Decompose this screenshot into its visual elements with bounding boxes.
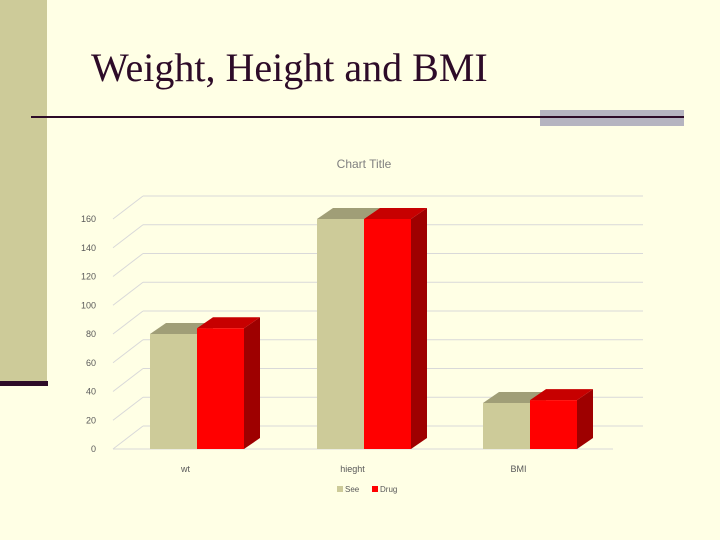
legend-swatch — [337, 486, 343, 492]
gridline-wall — [112, 253, 144, 277]
gridline-wall — [112, 396, 144, 421]
y-tick-label: 120 — [81, 272, 96, 282]
gridline-wall — [112, 224, 144, 249]
bar-side — [244, 317, 260, 449]
title-underline — [31, 116, 684, 118]
bar-drug-bmi — [530, 389, 593, 449]
title-underline-accent — [540, 110, 684, 126]
legend: See Drug — [337, 485, 397, 494]
bar-drug-hieght — [364, 208, 427, 449]
y-tick-label: 140 — [81, 243, 96, 253]
legend-swatch — [372, 486, 378, 492]
bar-front — [150, 334, 197, 449]
bar-top — [197, 317, 260, 329]
legend-label: Drug — [380, 485, 397, 494]
y-tick-label: 80 — [86, 329, 96, 339]
x-tick-label: hieght — [340, 464, 365, 474]
y-tick-label: 20 — [86, 415, 96, 425]
y-axis: 0 20 40 60 80 100 120 140 160 — [81, 214, 96, 454]
bar-front — [197, 328, 244, 449]
gridline-wall — [112, 368, 144, 392]
slide-title: Weight, Height and BMI — [91, 45, 488, 90]
x-tick-label: wt — [180, 464, 190, 474]
bars — [150, 208, 593, 449]
title-underline-accent-line — [540, 116, 684, 118]
x-tick-label: BMI — [510, 464, 526, 474]
y-tick-label: 0 — [91, 444, 96, 454]
y-tick-label: 160 — [81, 214, 96, 224]
side-accent-bar — [0, 0, 47, 383]
y-tick-label: 100 — [81, 300, 96, 310]
gridline-wall — [112, 339, 144, 364]
bar-top — [317, 208, 380, 219]
bar-front — [317, 219, 364, 449]
bar-front — [530, 400, 577, 449]
bar-side — [411, 208, 427, 449]
side-accent-rule — [0, 381, 48, 386]
y-tick-label: 60 — [86, 358, 96, 368]
y-tick-label: 40 — [86, 387, 96, 397]
bar-drug-wt — [197, 317, 260, 449]
bar-top — [530, 389, 593, 401]
bar-front — [483, 403, 530, 449]
gridline-wall — [112, 195, 144, 220]
bar-front — [364, 219, 411, 449]
bar-top — [364, 208, 427, 219]
chart-title: Chart Title — [337, 157, 392, 171]
x-axis: wt hieght BMI — [180, 464, 527, 474]
legend-label: See — [345, 485, 360, 494]
gridline-wall — [112, 310, 144, 335]
gridline-wall — [112, 281, 144, 306]
bar-side — [577, 389, 593, 449]
gridline-wall — [112, 425, 144, 450]
